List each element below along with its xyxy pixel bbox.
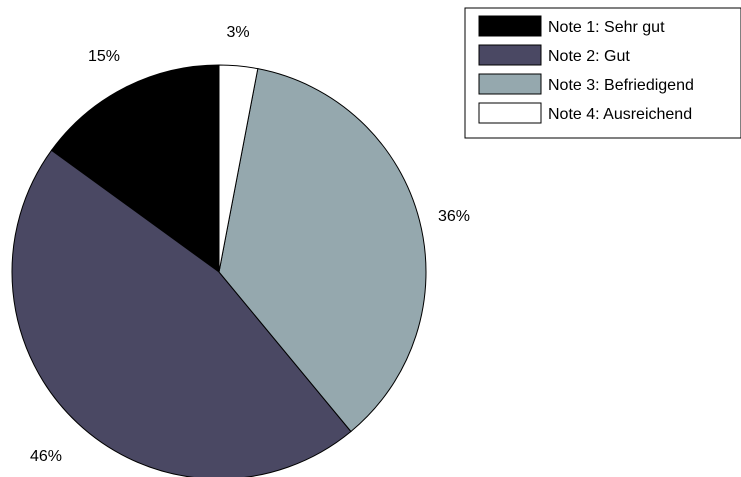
legend-label-3: Note 3: Befriedigend	[548, 77, 694, 94]
slice-percent-label-1: 15%	[88, 48, 120, 65]
slice-percent-label-3: 36%	[438, 208, 470, 225]
chart-legend: Note 1: Sehr gut Note 2: Gut Note 3: Befri…	[464, 7, 741, 139]
pie-slices	[11, 64, 427, 477]
legend-swatch-1	[478, 15, 542, 37]
legend-label-2: Note 2: Gut	[548, 48, 630, 65]
slice-percent-label-4: 3%	[226, 24, 249, 41]
pie-slice-3	[218, 68, 427, 433]
legend-label-1: Note 1: Sehr gut	[548, 19, 665, 36]
legend-swatch-4	[478, 102, 542, 124]
pie-slice-2	[11, 149, 352, 477]
pie-slice-1	[50, 64, 220, 273]
legend-label-4: Note 4: Ausreichend	[548, 106, 692, 123]
pie-slice-4	[218, 64, 259, 273]
legend-swatch-2	[478, 44, 542, 66]
legend-swatch-3	[478, 73, 542, 95]
pie-percent-labels: 15% 46% 36% 3%	[30, 24, 470, 465]
slice-percent-label-2: 46%	[30, 448, 62, 465]
